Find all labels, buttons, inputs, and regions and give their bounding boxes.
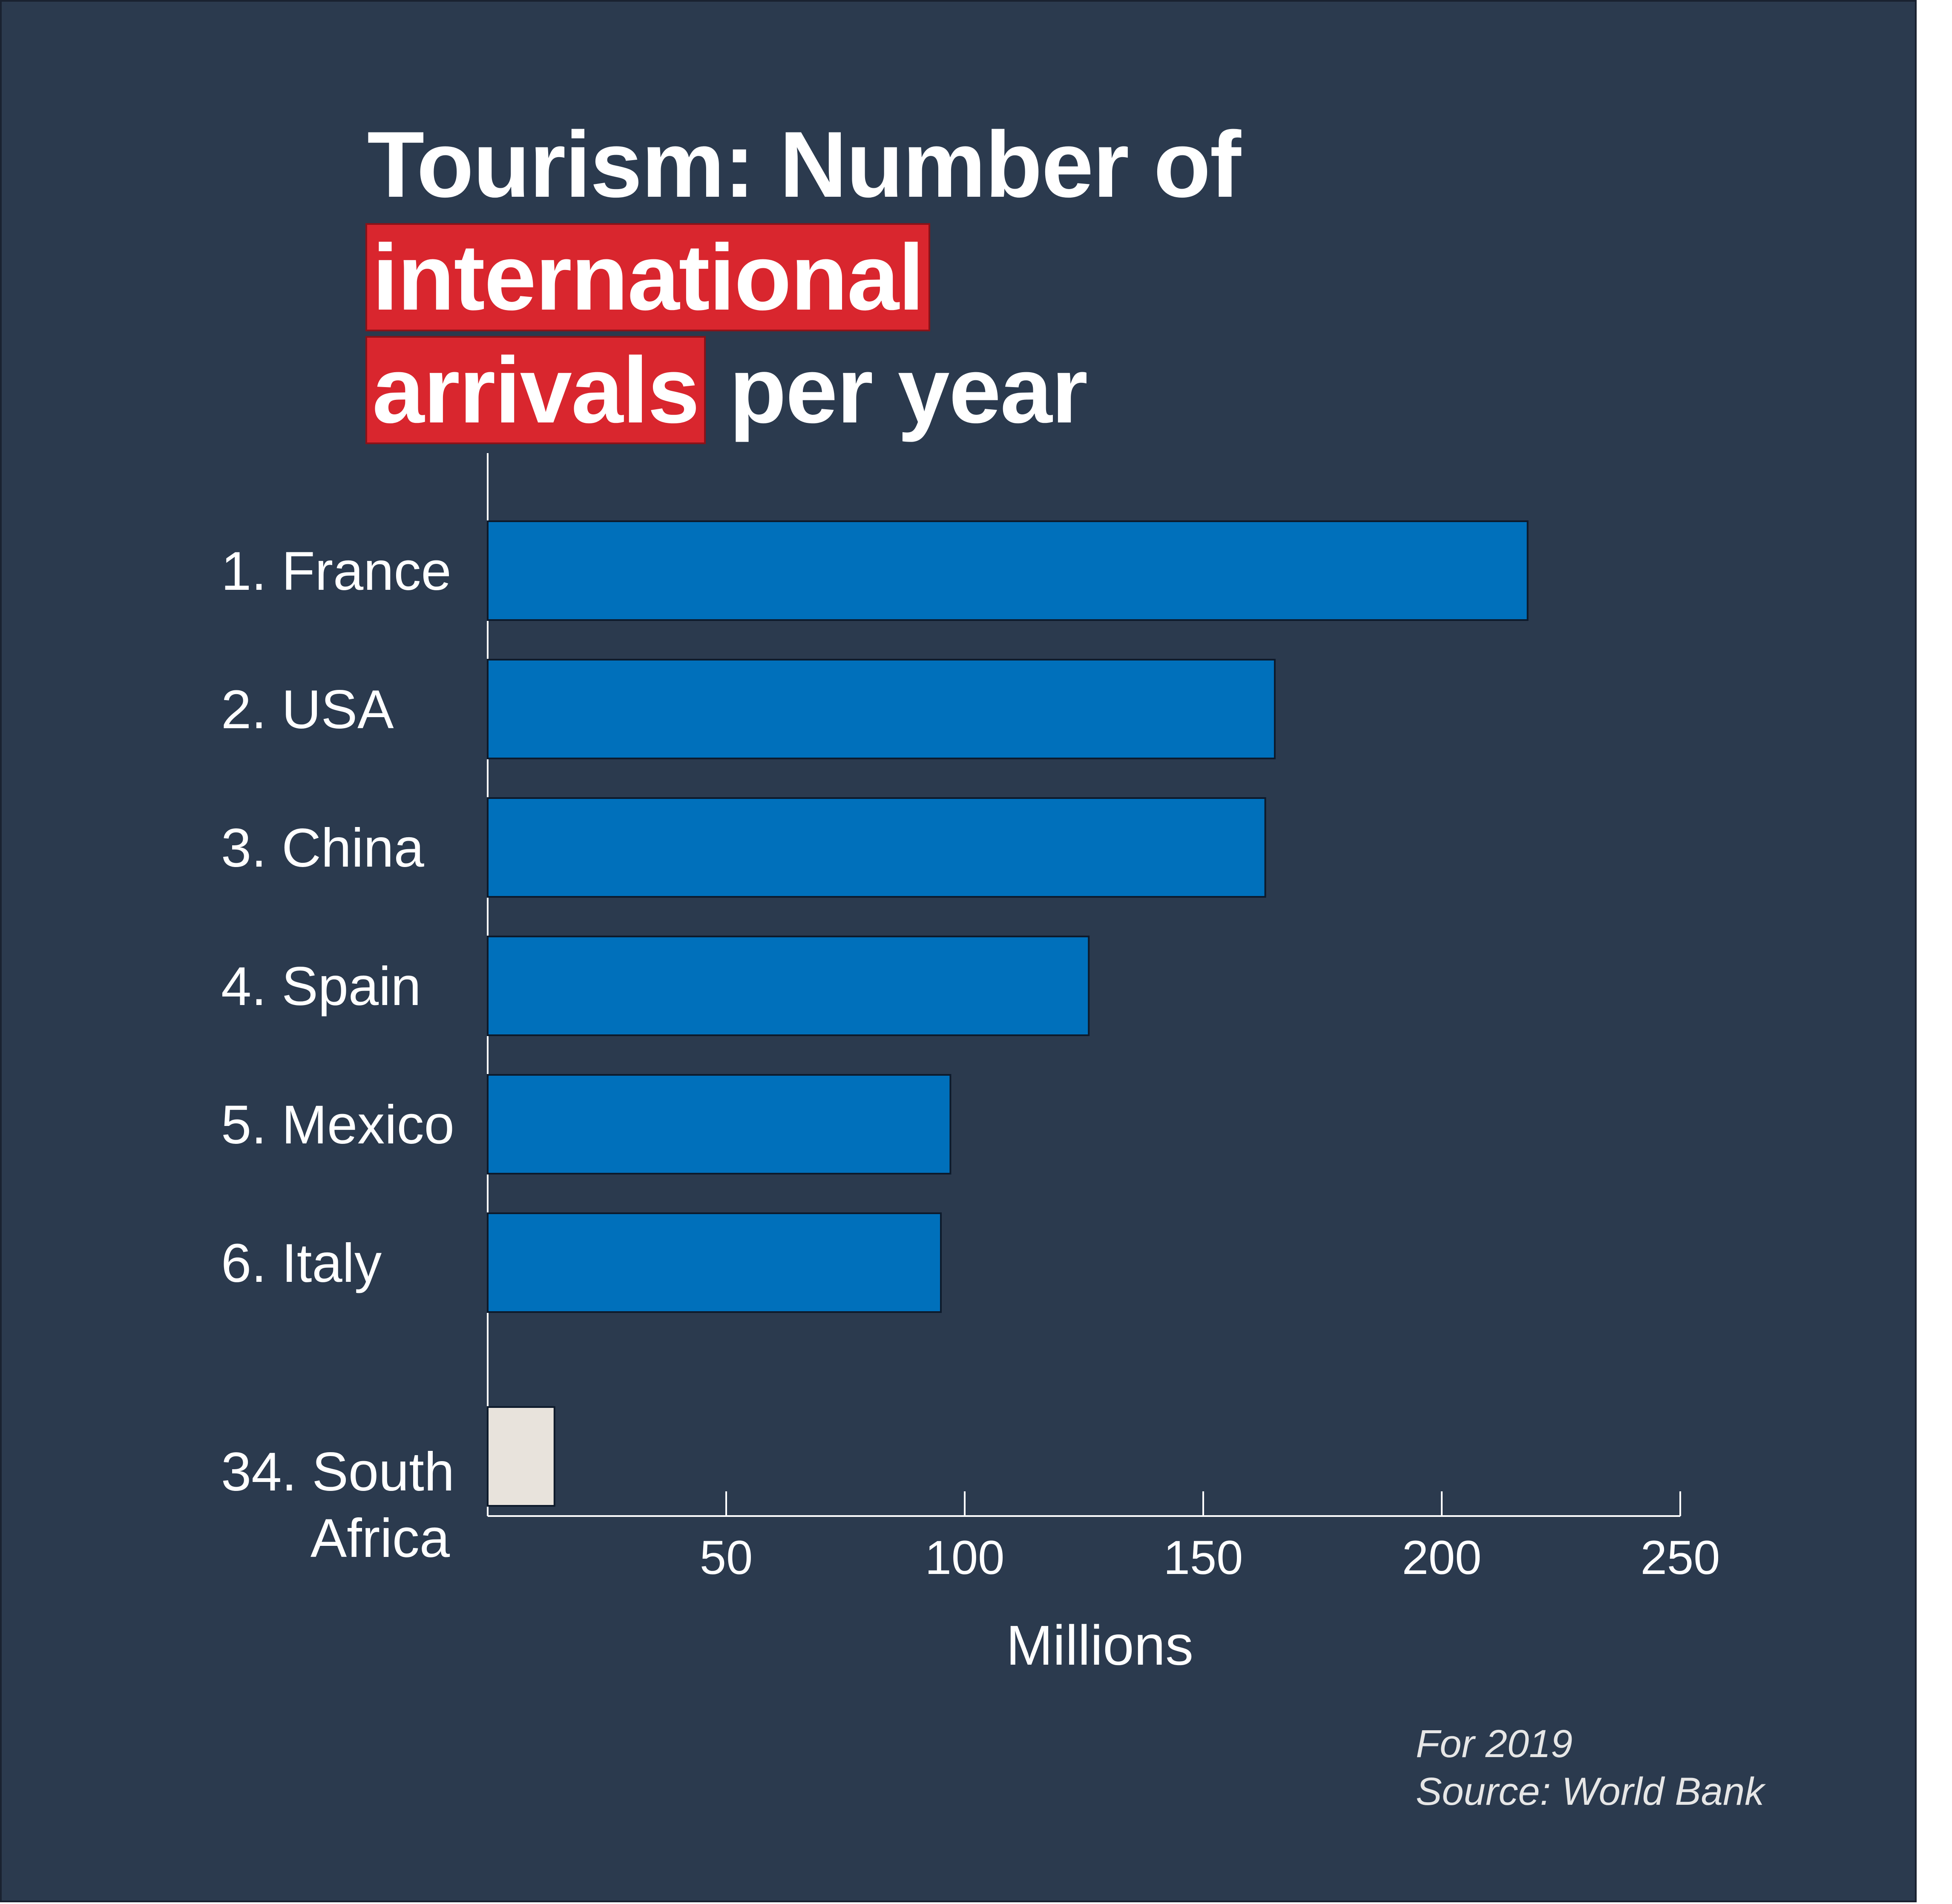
category-label-1: 1. France (221, 541, 451, 602)
title-highlight-international: international (367, 225, 929, 330)
category-label-4: 4. Spain (221, 956, 421, 1017)
bar-3 (487, 797, 1266, 898)
chart-title: Tourism: Number of international arrivals… (367, 108, 1815, 447)
bar-4 (487, 936, 1090, 1036)
x-tick-label-50: 50 (700, 1531, 753, 1584)
bar-5 (487, 1074, 952, 1175)
x-tick-label-250: 250 (1641, 1531, 1720, 1584)
title-part-1: Tourism: Number of (367, 112, 1241, 217)
category-label-3: 3. China (221, 818, 425, 879)
x-tick-label-100: 100 (925, 1531, 1005, 1584)
category-label-6: 6. Italy (221, 1233, 382, 1294)
footnote: For 2019 Source: World Bank (1416, 1720, 1764, 1815)
x-axis-title: Millions (1006, 1614, 1193, 1677)
footnote-year: For 2019 (1416, 1722, 1573, 1766)
bar-6 (487, 1212, 942, 1313)
bar-2 (487, 659, 1276, 759)
category-label-2: 2. USA (221, 679, 394, 740)
category-label-7: 34. South (221, 1442, 454, 1502)
x-tick-label-200: 200 (1402, 1531, 1482, 1584)
bar-7 (487, 1406, 555, 1507)
footnote-source: Source: World Bank (1416, 1770, 1765, 1813)
title-highlight-arrivals: arrivals (367, 338, 704, 442)
category-label-5: 5. Mexico (221, 1094, 454, 1155)
category-label-7-line-2: Africa (310, 1508, 450, 1569)
title-part-2: per year (704, 338, 1088, 442)
bar-1 (487, 520, 1529, 621)
x-tick-label-150: 150 (1164, 1531, 1243, 1584)
